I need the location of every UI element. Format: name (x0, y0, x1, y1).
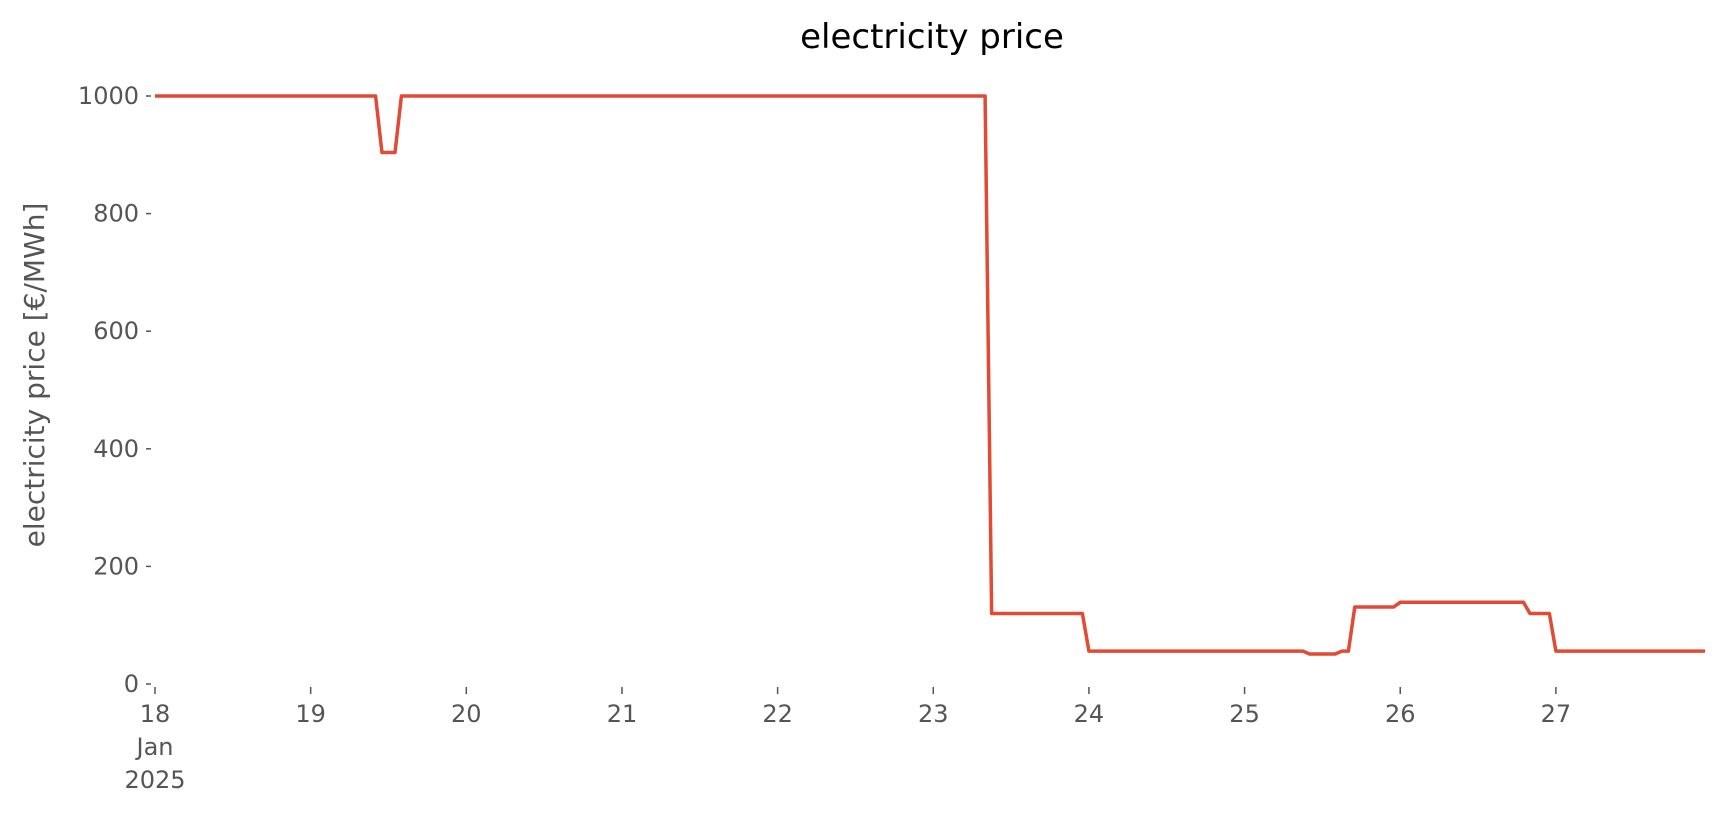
chart-title: electricity price (800, 17, 1064, 57)
y-tick-label: 1000 (78, 82, 139, 110)
x-tick-label: 27 (1541, 700, 1572, 728)
x-tick-label: 19 (295, 700, 326, 728)
y-tick-label: 800 (93, 200, 139, 228)
y-tick-label: 600 (93, 317, 139, 345)
line-series (155, 94, 1705, 656)
x-tick-label: 20 (451, 700, 482, 728)
x-tick-label: 21 (607, 700, 638, 728)
y-tick-label: 400 (93, 435, 139, 463)
x-tick-label: 23 (918, 700, 949, 728)
x-tick-label: 25 (1229, 700, 1260, 728)
y-tick-label: 0 (124, 670, 139, 698)
x-tick-label: 18 Jan 2025 (124, 700, 185, 794)
y-tick-label: 200 (93, 552, 139, 580)
x-tick-label: 26 (1385, 700, 1416, 728)
x-tick-label: 22 (762, 700, 793, 728)
x-tick-label: 24 (1074, 700, 1105, 728)
y-axis-label: electricity price [€/MWh] (18, 203, 51, 548)
